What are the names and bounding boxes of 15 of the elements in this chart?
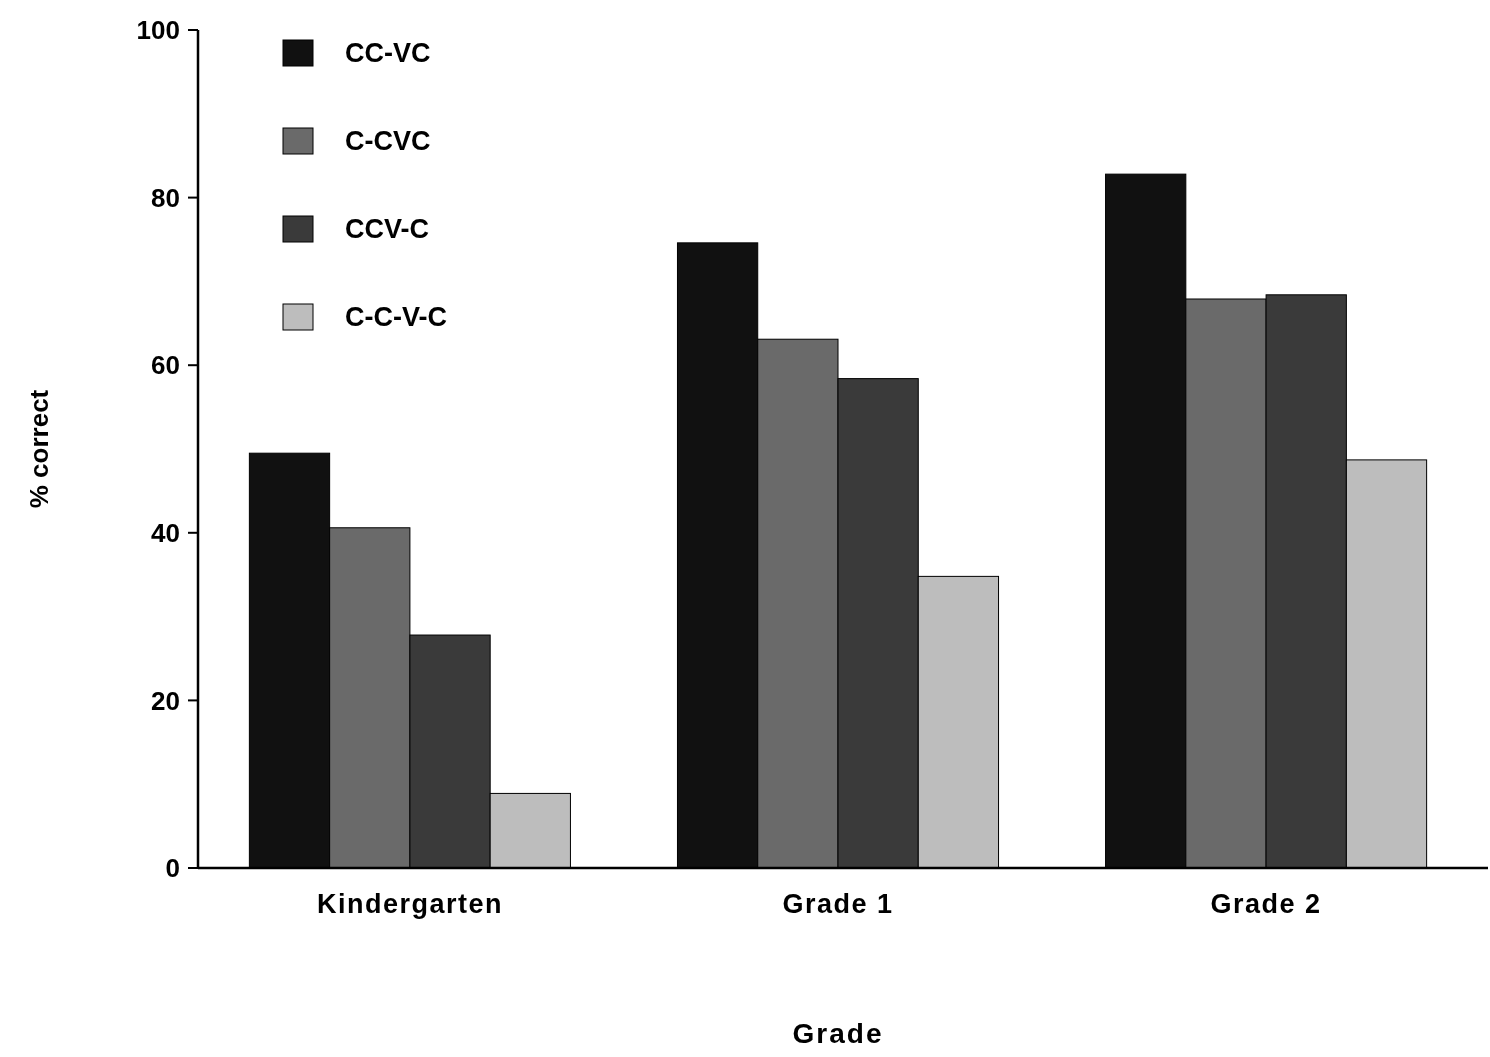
x-tick-label: Grade 1 bbox=[782, 889, 894, 919]
legend-label: C-CVC bbox=[345, 126, 431, 157]
legend-label: CC-VC bbox=[345, 38, 431, 69]
y-tick-label: 0 bbox=[165, 853, 180, 884]
y-tick-label: 60 bbox=[151, 350, 180, 381]
x-axis-title: Grade bbox=[792, 1018, 884, 1049]
y-tick-label: 20 bbox=[151, 685, 180, 716]
y-tick-label: 80 bbox=[151, 182, 180, 213]
legend-label: CCV-C bbox=[345, 214, 430, 245]
y-tick-label: 40 bbox=[151, 517, 180, 548]
y-axis-title: % correct bbox=[24, 389, 54, 509]
y-tick-label: 100 bbox=[136, 15, 180, 46]
x-tick-label: Grade 2 bbox=[1210, 889, 1322, 919]
legend-label: C-C-V-C bbox=[345, 302, 447, 333]
x-tick-label: Kindergarten bbox=[316, 889, 503, 919]
